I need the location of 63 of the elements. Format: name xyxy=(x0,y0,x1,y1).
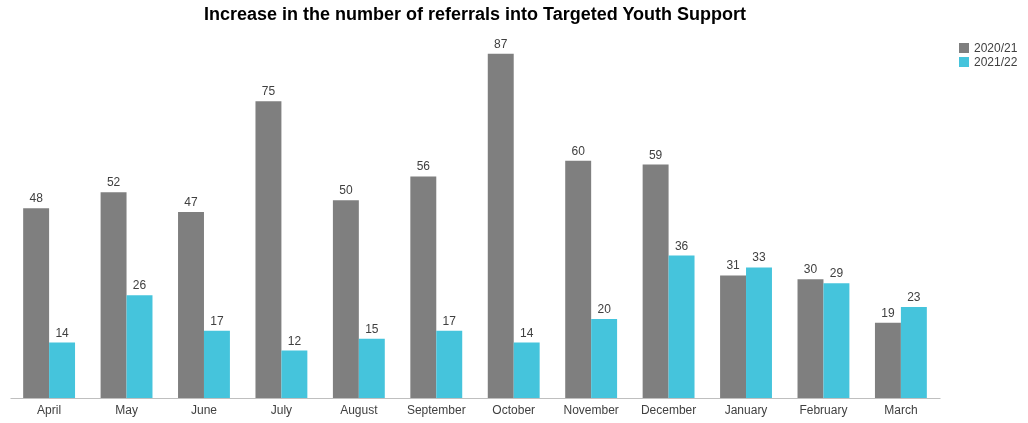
x-tick-label: November xyxy=(563,402,619,417)
legend-label: 2021/22 xyxy=(974,55,1018,69)
x-tick-label: October xyxy=(492,402,536,417)
data-label: 60 xyxy=(571,143,586,158)
bar xyxy=(281,350,308,398)
bar xyxy=(797,279,824,398)
data-label: 15 xyxy=(365,321,379,336)
bar xyxy=(591,318,618,398)
data-label: 12 xyxy=(287,333,302,348)
bar xyxy=(513,342,540,398)
data-label: 50 xyxy=(339,183,353,198)
bar xyxy=(668,255,695,398)
bar xyxy=(642,164,669,398)
x-tick-label: June xyxy=(190,402,218,417)
data-label: 14 xyxy=(55,325,70,340)
data-label: 29 xyxy=(829,266,844,281)
data-label: 36 xyxy=(674,238,689,253)
bar xyxy=(126,295,153,398)
data-label: 59 xyxy=(648,147,663,162)
bar xyxy=(410,176,437,398)
x-tick-label: September xyxy=(406,402,466,417)
data-label: 23 xyxy=(907,290,921,305)
bar xyxy=(332,200,359,398)
bar xyxy=(100,192,127,398)
data-label: 20 xyxy=(597,301,612,316)
data-label: 47 xyxy=(184,195,198,210)
x-tick-label: May xyxy=(115,402,138,417)
x-tick-label: February xyxy=(799,402,848,417)
data-label: 56 xyxy=(416,159,431,174)
bar xyxy=(178,212,204,398)
x-tick-label: April xyxy=(37,402,62,417)
bar xyxy=(49,342,76,398)
bar xyxy=(203,330,230,398)
bar xyxy=(23,208,50,398)
bar xyxy=(358,338,385,398)
data-label: 19 xyxy=(881,305,895,320)
bar xyxy=(746,267,772,398)
data-label: 17 xyxy=(442,313,457,328)
data-label: 17 xyxy=(210,313,224,328)
data-label: 52 xyxy=(106,175,121,190)
bar xyxy=(823,283,850,398)
data-label: 87 xyxy=(494,36,508,51)
bar xyxy=(487,53,514,398)
x-tick-label: August xyxy=(340,402,379,417)
x-tick-label: January xyxy=(724,402,768,417)
legend-label: 2020/21 xyxy=(974,41,1018,55)
bar xyxy=(720,275,747,398)
data-label: 14 xyxy=(520,325,534,340)
chart-title: Increase in the number of referrals into Targeted Youth Support xyxy=(203,3,747,24)
x-tick-label: March xyxy=(884,402,918,417)
data-label: 26 xyxy=(132,278,147,293)
bar xyxy=(900,307,927,398)
data-label: 31 xyxy=(726,258,741,273)
bar xyxy=(874,322,901,398)
bar xyxy=(565,160,592,398)
data-label: 33 xyxy=(752,250,766,265)
bar xyxy=(436,330,463,398)
data-label: 75 xyxy=(261,84,276,99)
data-label: 48 xyxy=(29,191,44,206)
x-tick-label: December xyxy=(640,402,697,417)
bar xyxy=(255,101,282,398)
x-tick-label: July xyxy=(270,402,293,417)
data-label: 30 xyxy=(803,262,818,277)
